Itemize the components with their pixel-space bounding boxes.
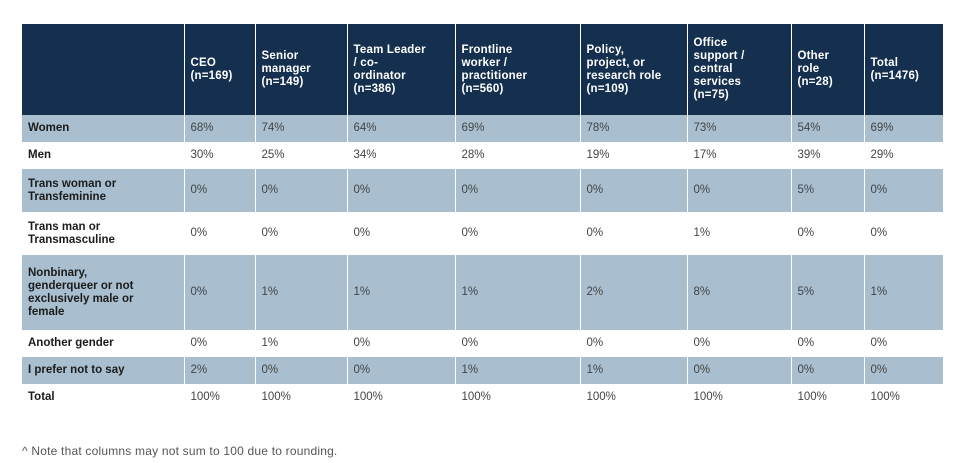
table-cell: 100% bbox=[791, 384, 865, 411]
table-body: Women 68% 74% 64% 69% 78% 73% 54% 69% Men 30% 25% 34… bbox=[22, 115, 943, 411]
header-other-role: Other role (n=28) bbox=[791, 24, 865, 115]
table-row: Another gender 0% 1% 0% 0% 0% 0% 0% 0% bbox=[22, 330, 943, 357]
table-cell: 0% bbox=[347, 169, 456, 212]
table-cell: 0% bbox=[255, 212, 348, 255]
table-cell: 1% bbox=[455, 255, 581, 330]
table-cell: 69% bbox=[455, 115, 581, 142]
header-team-leader: Team Leader / co-ordinator (n=386) bbox=[347, 24, 456, 115]
table-cell: 1% bbox=[687, 212, 792, 255]
table-cell: 34% bbox=[347, 142, 456, 169]
row-label: I prefer not to say bbox=[22, 357, 185, 384]
row-label: Men bbox=[22, 142, 185, 169]
row-label: Women bbox=[22, 115, 185, 142]
table-cell: 0% bbox=[580, 330, 688, 357]
table-cell: 1% bbox=[455, 357, 581, 384]
table-cell: 0% bbox=[255, 169, 348, 212]
table-cell: 0% bbox=[864, 169, 943, 212]
table-cell: 0% bbox=[455, 330, 581, 357]
table-cell: 0% bbox=[455, 212, 581, 255]
table-cell: 74% bbox=[255, 115, 348, 142]
table-row: Trans man or Transmasculine 0% 0% 0% 0% 0% 1% 0%… bbox=[22, 212, 943, 255]
row-label: Total bbox=[22, 384, 185, 411]
table-cell: 1% bbox=[580, 357, 688, 384]
table-cell: 100% bbox=[455, 384, 581, 411]
gender-by-role-table: CEO (n=169) Senior manager (n=149) Team Lea… bbox=[22, 24, 943, 411]
table-header-row: CEO (n=169) Senior manager (n=149) Team Lea… bbox=[22, 24, 943, 115]
header-frontline-worker: Frontline worker / practitioner (n=560) bbox=[455, 24, 581, 115]
table-cell: 19% bbox=[580, 142, 688, 169]
table-cell: 64% bbox=[347, 115, 456, 142]
table-cell: 0% bbox=[791, 212, 865, 255]
row-label: Another gender bbox=[22, 330, 185, 357]
header-senior-manager: Senior manager (n=149) bbox=[255, 24, 348, 115]
table-row: Total 100% 100% 100% 100% 100% 100% 100% 100% bbox=[22, 384, 943, 411]
table-cell: 25% bbox=[255, 142, 348, 169]
table-cell: 1% bbox=[864, 255, 943, 330]
table-row: Trans woman or Transfeminine 0% 0% 0% 0% 0% 0% 5… bbox=[22, 169, 943, 212]
table-cell: 5% bbox=[791, 255, 865, 330]
table-row: Nonbinary, genderqueer or not exclusively … bbox=[22, 255, 943, 330]
table-cell: 100% bbox=[347, 384, 456, 411]
table-cell: 0% bbox=[455, 169, 581, 212]
table-cell: 0% bbox=[687, 330, 792, 357]
table-cell: 68% bbox=[184, 115, 256, 142]
header-office-support: Office support / central services (n=75) bbox=[687, 24, 792, 115]
row-label: Nonbinary, genderqueer or not exclusively … bbox=[22, 255, 185, 330]
table-cell: 69% bbox=[864, 115, 943, 142]
table-cell: 54% bbox=[791, 115, 865, 142]
table-row: Men 30% 25% 34% 28% 19% 17% 39% 29% bbox=[22, 142, 943, 169]
table-cell: 2% bbox=[580, 255, 688, 330]
table-row: I prefer not to say 2% 0% 0% 1% 1% 0% 0% 0% bbox=[22, 357, 943, 384]
table-cell: 0% bbox=[864, 330, 943, 357]
header-corner bbox=[22, 24, 185, 115]
table-cell: 0% bbox=[864, 357, 943, 384]
table-cell: 100% bbox=[687, 384, 792, 411]
header-total: Total (n=1476) bbox=[864, 24, 943, 115]
header-ceo: CEO (n=169) bbox=[184, 24, 256, 115]
table-cell: 0% bbox=[580, 169, 688, 212]
table-cell: 0% bbox=[687, 357, 792, 384]
table-cell: 100% bbox=[580, 384, 688, 411]
table-cell: 1% bbox=[255, 330, 348, 357]
table-cell: 0% bbox=[347, 357, 456, 384]
table-cell: 73% bbox=[687, 115, 792, 142]
table-cell: 2% bbox=[184, 357, 256, 384]
table-cell: 5% bbox=[791, 169, 865, 212]
table-cell: 30% bbox=[184, 142, 256, 169]
table-cell: 0% bbox=[347, 212, 456, 255]
table-cell: 0% bbox=[184, 255, 256, 330]
table-cell: 29% bbox=[864, 142, 943, 169]
table-cell: 0% bbox=[580, 212, 688, 255]
table-cell: 39% bbox=[791, 142, 865, 169]
table-cell: 1% bbox=[255, 255, 348, 330]
table-cell: 0% bbox=[184, 212, 256, 255]
table-cell: 0% bbox=[791, 330, 865, 357]
table-cell: 17% bbox=[687, 142, 792, 169]
table-cell: 78% bbox=[580, 115, 688, 142]
table-cell: 100% bbox=[184, 384, 256, 411]
table-cell: 100% bbox=[864, 384, 943, 411]
footnote: ^ Note that columns may not sum to 100 d… bbox=[22, 444, 338, 458]
table-cell: 0% bbox=[791, 357, 865, 384]
table-cell: 8% bbox=[687, 255, 792, 330]
table-cell: 0% bbox=[347, 330, 456, 357]
table-row: Women 68% 74% 64% 69% 78% 73% 54% 69% bbox=[22, 115, 943, 142]
table-cell: 0% bbox=[864, 212, 943, 255]
row-label: Trans man or Transmasculine bbox=[22, 212, 185, 255]
table-cell: 0% bbox=[687, 169, 792, 212]
header-policy-project-research: Policy, project, or research role (n=109) bbox=[580, 24, 688, 115]
row-label: Trans woman or Transfeminine bbox=[22, 169, 185, 212]
table-cell: 28% bbox=[455, 142, 581, 169]
table-cell: 1% bbox=[347, 255, 456, 330]
table-cell: 100% bbox=[255, 384, 348, 411]
table-cell: 0% bbox=[184, 169, 256, 212]
table-cell: 0% bbox=[184, 330, 256, 357]
table-cell: 0% bbox=[255, 357, 348, 384]
